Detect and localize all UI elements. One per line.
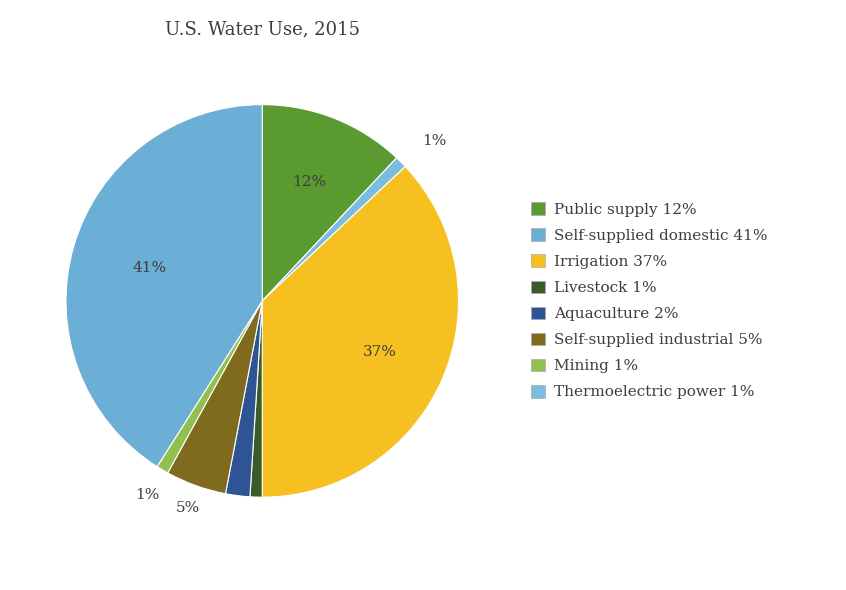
Wedge shape <box>262 104 397 301</box>
Wedge shape <box>66 104 262 467</box>
Text: 41%: 41% <box>132 261 166 275</box>
Wedge shape <box>262 166 459 497</box>
Wedge shape <box>262 158 405 301</box>
Wedge shape <box>250 301 262 497</box>
Text: 1%: 1% <box>422 135 446 148</box>
Text: 37%: 37% <box>362 345 396 359</box>
Wedge shape <box>168 301 262 494</box>
Title: U.S. Water Use, 2015: U.S. Water Use, 2015 <box>165 21 360 39</box>
Wedge shape <box>157 301 262 473</box>
Legend: Public supply 12%, Self-supplied domestic 41%, Irrigation 37%, Livestock 1%, Aqu: Public supply 12%, Self-supplied domesti… <box>525 196 774 405</box>
Text: 5%: 5% <box>176 501 200 514</box>
Wedge shape <box>226 301 262 497</box>
Text: 1%: 1% <box>135 488 160 502</box>
Text: 12%: 12% <box>292 175 327 189</box>
